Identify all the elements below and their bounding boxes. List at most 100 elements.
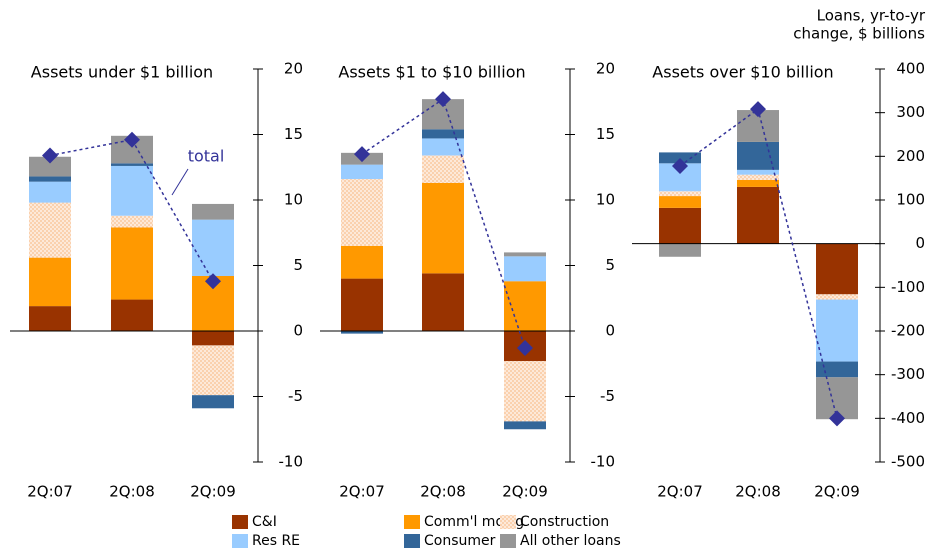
bar-segment [422,182,464,274]
bar-segment [422,138,464,156]
total-marker [205,273,221,290]
x-tick-label: 2Q:07 [27,483,73,501]
y-tick-label: 200 [896,147,925,165]
x-tick-label: 2Q:07 [339,483,385,501]
total-marker [42,147,58,164]
x-tick-label: 2Q:09 [814,483,860,501]
bar-segment [816,299,858,362]
bar-segment [192,395,234,409]
bar-segment [29,202,71,258]
y-tick-label: 0 [605,322,615,340]
bar-segment [341,331,383,334]
y-tick-label: -300 [891,365,925,383]
legend-label: All other loans [520,533,621,549]
bar-segment [504,256,546,282]
y-axis-label: change, $ billions [793,25,925,43]
total-line [49,138,214,282]
y-tick-label: -10 [279,453,304,471]
bar-segment [659,191,701,197]
legend-swatch [404,515,420,529]
y-tick-label: -200 [891,322,925,340]
total-marker [672,157,688,174]
panel-title: Assets under $1 billion [31,63,213,82]
y-tick-label: 20 [284,60,303,78]
y-tick-label: 10 [284,191,303,209]
legend-swatch [404,534,420,548]
bar-segment [737,169,779,175]
y-tick-label: 15 [284,125,303,143]
legend-label: Comm'l mortg [424,514,524,530]
legend-label: Construction [520,514,609,530]
total-marker [829,410,845,427]
y-tick-label: 300 [896,103,925,121]
bar-segment [504,421,546,430]
y-tick-label: 0 [293,322,303,340]
legend-label: Consumer [424,533,496,549]
y-tick-label: 5 [605,256,615,274]
y-tick-label: 10 [596,191,615,209]
panel-title: Assets over $10 billion [652,63,833,82]
y-axis-label: Loans, yr-to-yr [817,7,926,25]
bar-segment [111,163,153,166]
y-tick-label: 100 [896,191,925,209]
bar-segment [341,245,383,279]
total-marker [435,91,451,108]
bar-segment [504,281,546,331]
total-marker [354,146,370,163]
y-tick-label: -100 [891,278,925,296]
bar-segment [659,243,701,257]
bar-segment [192,203,234,220]
bar-segment [111,227,153,300]
y-tick-label: -5 [600,387,615,405]
bar-segment [737,174,779,180]
legend-swatch [232,534,248,548]
y-tick-label: -10 [591,453,616,471]
bar-segment [737,186,779,244]
bar-segment [504,252,546,257]
bar-segment [504,361,546,422]
total-marker [124,131,140,148]
bar-segment [737,141,779,170]
legend-swatch [500,515,516,529]
total-annotation: total [188,147,225,166]
bar-segment [29,181,71,203]
bar-segment [111,299,153,331]
bar-segment [659,152,701,164]
y-tick-label: -400 [891,409,925,427]
bar-segment [422,129,464,139]
x-tick-label: 2Q:07 [657,483,703,501]
bar-segment [111,215,153,228]
x-tick-label: 2Q:08 [109,483,155,501]
y-tick-label: 15 [596,125,615,143]
legend-swatch [500,534,516,548]
bar-segment [29,176,71,182]
y-tick-label: 400 [896,60,925,78]
bar-segment [341,164,383,180]
y-tick-label: 20 [596,60,615,78]
bar-segment [341,278,383,331]
annotation-leader [171,168,189,196]
bar-segment [737,179,779,187]
bar-segment [659,207,701,244]
legend-swatch [232,515,248,529]
bar-segment [192,345,234,396]
bar-segment [816,243,858,295]
bar-segment [29,257,71,307]
x-tick-label: 2Q:08 [420,483,466,501]
bar-segment [659,196,701,208]
bar-segment [111,165,153,216]
total-marker [517,340,533,357]
total-marker [750,101,766,118]
bar-segment [192,219,234,276]
x-tick-label: 2Q:09 [190,483,236,501]
x-tick-label: 2Q:08 [735,483,781,501]
x-tick-label: 2Q:09 [502,483,548,501]
bar-segment [29,306,71,331]
legend-label: Res RE [252,533,300,549]
panel-title: Assets $1 to $10 billion [338,63,525,82]
bar-segment [422,273,464,331]
bar-segment [29,156,71,177]
bar-segment [341,179,383,246]
bar-segment [192,331,234,346]
